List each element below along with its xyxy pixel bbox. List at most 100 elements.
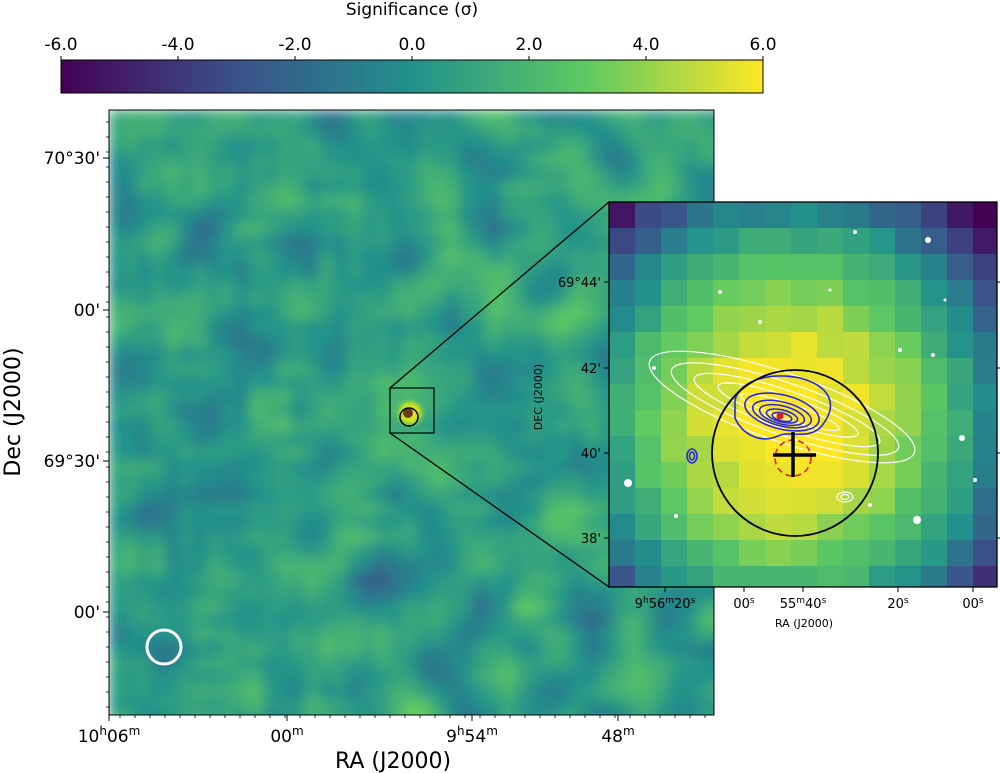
map-pixel bbox=[221, 166, 236, 181]
map-pixel bbox=[235, 376, 250, 391]
map-pixel bbox=[263, 656, 278, 671]
map-pixel bbox=[641, 642, 656, 657]
map-pixel bbox=[389, 110, 404, 125]
map-pixel bbox=[207, 460, 222, 475]
map-pixel bbox=[235, 348, 250, 363]
map-pixel bbox=[375, 544, 390, 559]
map-pixel bbox=[347, 698, 362, 713]
map-pixel bbox=[711, 712, 714, 715]
map-pixel bbox=[277, 698, 292, 713]
map-pixel bbox=[515, 642, 530, 657]
map-pixel bbox=[585, 474, 600, 489]
map-pixel bbox=[431, 544, 446, 559]
map-pixel bbox=[613, 180, 628, 195]
map-pixel bbox=[277, 628, 292, 643]
map-pixel bbox=[543, 446, 558, 461]
map-pixel bbox=[571, 698, 586, 713]
map-pixel bbox=[361, 474, 376, 489]
map-pixel bbox=[585, 110, 600, 125]
inset-pixel bbox=[765, 514, 792, 541]
map-pixel bbox=[137, 418, 152, 433]
inset-pixel bbox=[817, 306, 844, 333]
map-pixel bbox=[627, 628, 642, 643]
map-pixel bbox=[333, 558, 348, 573]
map-pixel bbox=[333, 236, 348, 251]
map-pixel bbox=[543, 306, 558, 321]
inset-pixel bbox=[791, 254, 818, 281]
map-pixel bbox=[473, 278, 488, 293]
map-pixel bbox=[347, 278, 362, 293]
map-pixel bbox=[249, 572, 264, 587]
map-pixel bbox=[333, 474, 348, 489]
map-pixel bbox=[445, 404, 460, 419]
star bbox=[652, 366, 656, 370]
map-pixel bbox=[487, 194, 502, 209]
map-pixel bbox=[459, 684, 474, 699]
map-pixel bbox=[109, 278, 124, 293]
map-pixel bbox=[123, 264, 138, 279]
map-pixel bbox=[165, 152, 180, 167]
map-pixel bbox=[557, 586, 572, 601]
map-pixel bbox=[445, 390, 460, 405]
map-pixel bbox=[193, 390, 208, 405]
map-pixel bbox=[445, 530, 460, 545]
map-pixel bbox=[445, 278, 460, 293]
map-pixel bbox=[501, 684, 516, 699]
map-pixel bbox=[487, 222, 502, 237]
map-pixel bbox=[319, 222, 334, 237]
inset-y-tick-label: 42' bbox=[581, 362, 601, 377]
map-pixel bbox=[221, 544, 236, 559]
inset-pixel bbox=[739, 280, 766, 307]
map-pixel bbox=[165, 460, 180, 475]
map-pixel bbox=[571, 460, 586, 475]
map-pixel bbox=[403, 110, 418, 125]
map-pixel bbox=[543, 558, 558, 573]
map-pixel bbox=[179, 166, 194, 181]
map-pixel bbox=[515, 250, 530, 265]
inset-pixel bbox=[635, 306, 662, 333]
main-y-tick-label: 70°30' bbox=[44, 149, 100, 169]
map-pixel bbox=[613, 138, 628, 153]
inset-x-tick-label: 55m40s bbox=[780, 596, 827, 612]
map-pixel bbox=[585, 138, 600, 153]
map-pixel bbox=[571, 670, 586, 685]
map-pixel bbox=[235, 712, 250, 715]
map-pixel bbox=[403, 558, 418, 573]
map-pixel bbox=[529, 600, 544, 615]
map-pixel bbox=[207, 194, 222, 209]
map-pixel bbox=[263, 236, 278, 251]
map-pixel bbox=[151, 418, 166, 433]
inset-pixel bbox=[609, 358, 636, 385]
map-pixel bbox=[277, 684, 292, 699]
map-pixel bbox=[403, 376, 418, 391]
map-pixel bbox=[137, 460, 152, 475]
map-pixel bbox=[459, 628, 474, 643]
map-pixel bbox=[375, 404, 390, 419]
map-pixel bbox=[179, 656, 194, 671]
map-pixel bbox=[263, 418, 278, 433]
map-pixel bbox=[473, 558, 488, 573]
map-pixel bbox=[221, 502, 236, 517]
map-pixel bbox=[179, 180, 194, 195]
inset-pixel bbox=[973, 410, 997, 437]
map-pixel bbox=[235, 236, 250, 251]
map-pixel bbox=[333, 180, 348, 195]
map-pixel bbox=[207, 278, 222, 293]
map-pixel bbox=[585, 306, 600, 321]
map-pixel bbox=[207, 712, 222, 715]
map-pixel bbox=[571, 334, 586, 349]
map-pixel bbox=[389, 124, 404, 139]
map-pixel bbox=[333, 586, 348, 601]
map-pixel bbox=[473, 712, 488, 715]
map-pixel bbox=[669, 110, 684, 125]
map-pixel bbox=[221, 138, 236, 153]
main-x-tick-label: 9h54m bbox=[446, 724, 498, 747]
map-pixel bbox=[445, 712, 460, 715]
map-pixel bbox=[249, 292, 264, 307]
map-pixel bbox=[263, 194, 278, 209]
map-pixel bbox=[431, 362, 446, 377]
map-pixel bbox=[165, 586, 180, 601]
map-pixel bbox=[389, 474, 404, 489]
map-pixel bbox=[585, 684, 600, 699]
map-pixel bbox=[333, 306, 348, 321]
